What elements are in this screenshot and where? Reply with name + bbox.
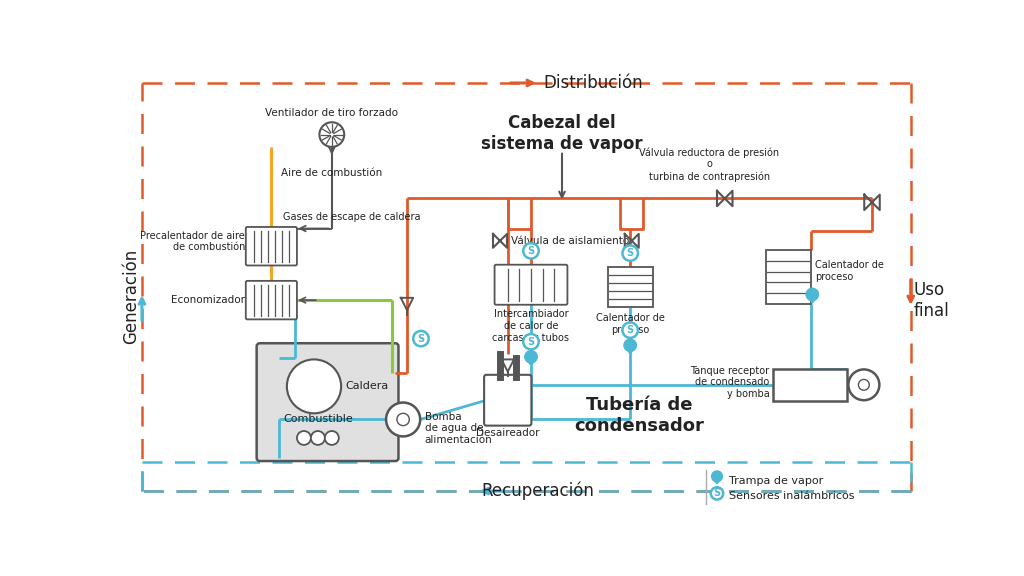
Text: Precalentador de aire
de combustión: Precalentador de aire de combustión xyxy=(140,231,245,252)
FancyBboxPatch shape xyxy=(484,375,531,426)
Circle shape xyxy=(523,334,539,350)
Text: Bomba
de agua de
alimentación: Bomba de agua de alimentación xyxy=(425,412,493,445)
Text: Intercambiador
de calor de
carcasa y tubos: Intercambiador de calor de carcasa y tub… xyxy=(493,309,569,343)
Text: S: S xyxy=(714,488,721,498)
Text: Uso
final: Uso final xyxy=(913,281,949,320)
Circle shape xyxy=(397,414,410,426)
Text: Combustible: Combustible xyxy=(283,414,352,424)
Text: S: S xyxy=(527,246,535,256)
Polygon shape xyxy=(712,476,722,484)
Circle shape xyxy=(386,403,420,437)
Text: Calentador de
proceso: Calentador de proceso xyxy=(815,260,885,282)
Bar xyxy=(607,267,652,307)
Circle shape xyxy=(524,351,538,363)
Text: S: S xyxy=(418,334,425,344)
Circle shape xyxy=(806,288,818,301)
Text: Ventilador de tiro forzado: Ventilador de tiro forzado xyxy=(265,108,398,118)
FancyBboxPatch shape xyxy=(495,265,567,305)
Circle shape xyxy=(297,431,311,445)
Bar xyxy=(766,250,811,304)
Circle shape xyxy=(624,339,636,351)
Text: Desaireador: Desaireador xyxy=(476,428,540,438)
Circle shape xyxy=(311,431,325,445)
Circle shape xyxy=(623,323,638,338)
Text: Economizador: Economizador xyxy=(171,295,245,305)
Text: S: S xyxy=(627,325,634,335)
Text: S: S xyxy=(627,248,634,258)
Text: Trampa de vapor: Trampa de vapor xyxy=(729,476,823,486)
Text: Gases de escape de caldera: Gases de escape de caldera xyxy=(283,213,421,222)
Polygon shape xyxy=(524,357,538,365)
Circle shape xyxy=(414,331,429,346)
Circle shape xyxy=(325,431,339,445)
FancyBboxPatch shape xyxy=(257,343,398,461)
Text: Válvula reductora de presión
o
turbina de contrapresión: Válvula reductora de presión o turbina d… xyxy=(639,147,779,181)
Text: Aire de combustión: Aire de combustión xyxy=(282,168,382,179)
FancyBboxPatch shape xyxy=(246,227,297,266)
Text: Recuperación: Recuperación xyxy=(481,482,594,501)
Circle shape xyxy=(523,243,539,259)
Text: Caldera: Caldera xyxy=(345,381,388,391)
Circle shape xyxy=(858,380,869,390)
Circle shape xyxy=(712,471,722,482)
Text: Calentador de
proceso: Calentador de proceso xyxy=(596,313,665,335)
Circle shape xyxy=(319,122,344,147)
Bar xyxy=(773,369,847,401)
Polygon shape xyxy=(624,345,636,354)
FancyBboxPatch shape xyxy=(246,281,297,319)
Circle shape xyxy=(848,369,880,400)
Text: Válvula de aislamiento: Válvula de aislamiento xyxy=(511,236,629,246)
Text: Cabezal del
sistema de vapor: Cabezal del sistema de vapor xyxy=(481,114,643,153)
Text: Tubería de
condensador: Tubería de condensador xyxy=(574,396,705,435)
Polygon shape xyxy=(806,294,818,303)
Text: Sensores inalámbricos: Sensores inalámbricos xyxy=(729,491,855,502)
Text: Generación: Generación xyxy=(123,249,140,344)
Text: Tanque receptor
de condensado
y bomba: Tanque receptor de condensado y bomba xyxy=(690,366,769,399)
Circle shape xyxy=(623,245,638,261)
Text: Distribución: Distribución xyxy=(544,74,643,92)
Text: S: S xyxy=(527,337,535,347)
Circle shape xyxy=(711,487,723,499)
Circle shape xyxy=(287,359,341,414)
